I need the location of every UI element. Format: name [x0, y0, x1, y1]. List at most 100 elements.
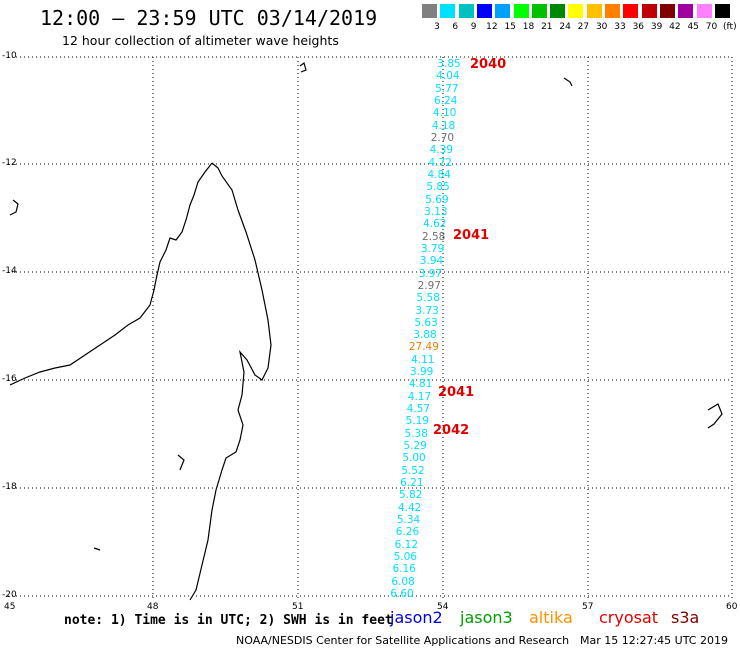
wave-height-value: 4.84 [427, 168, 451, 181]
footnote: note: 1) Time is in UTC; 2) SWH is in fe… [64, 613, 393, 628]
scale-swatch [714, 4, 730, 18]
lon-label-54: 54 [437, 602, 449, 612]
islands [93, 61, 723, 551]
scale-swatch [531, 4, 547, 18]
wave-height-value: 4.10 [432, 107, 457, 120]
lon-label-60: 60 [726, 602, 738, 612]
wave-height-value: 5.38 [404, 427, 428, 440]
wave-height-value: 4.42 [397, 501, 422, 514]
scale-label: 3 [434, 22, 440, 32]
wave-height-value: 4.17 [407, 390, 432, 403]
scale-label: 39 [650, 22, 663, 32]
wave-height-value: 5.19 [405, 415, 429, 428]
scale-swatch [422, 4, 437, 18]
page-title: 12:00 — 23:59 UTC 03/14/2019 [40, 6, 378, 30]
lat-lon-grid [8, 56, 733, 600]
lat-label-10: -10 [2, 51, 17, 61]
lon-label-45: 45 [4, 602, 16, 612]
wave-height-value: 27.49 [408, 341, 439, 354]
scale-swatch [586, 4, 602, 18]
wave-height-value: 5.58 [416, 292, 440, 305]
wave-height-value: 2.58 [421, 230, 446, 243]
coastline-madagascar [9, 162, 272, 601]
wave-height-value: 6.24 [434, 94, 458, 107]
wave-height-value: 6.08 [391, 575, 415, 588]
lon-label-48: 48 [147, 602, 159, 612]
wave-height-value: 6.16 [392, 563, 416, 576]
satellite-legend-jason3: jason3 [460, 608, 513, 627]
wave-height-value: 5.63 [414, 316, 438, 329]
scale-label: 30 [595, 22, 608, 32]
wave-height-value: 6.21 [400, 477, 424, 490]
scale-swatch [659, 4, 675, 18]
scale-swatch [476, 4, 492, 18]
wave-height-value: 5.77 [435, 82, 459, 95]
scale-swatch [678, 4, 694, 18]
satellite-legend-jason2: jason2 [390, 608, 443, 627]
pass-label: 2042 [433, 423, 470, 438]
wave-height-value: 4.11 [411, 353, 435, 366]
page-subtitle: 12 hour collection of altimeter wave hei… [62, 33, 339, 48]
pass-label: 2040 [470, 57, 507, 72]
scale-swatch [495, 4, 511, 18]
wave-height-value: 4.62 [423, 218, 447, 231]
wave-height-value: 5.29 [403, 440, 427, 453]
wave-height-value: 3.99 [409, 366, 434, 379]
scale-swatch [513, 4, 529, 18]
wave-height-value: 5.06 [393, 551, 417, 564]
credit-line: NOAA/NESDIS Center for Satellite Applica… [236, 634, 570, 647]
scale-swatch [641, 4, 657, 18]
wave-height-value: 5.82 [399, 489, 423, 502]
lat-label-20: -20 [2, 590, 17, 600]
scale-label: 18 [522, 22, 535, 32]
wave-height-value: 5.69 [425, 193, 449, 206]
wave-height-value: 5.52 [401, 464, 425, 477]
scale-label: 9 [470, 22, 477, 32]
scale-label: 27 [577, 22, 590, 32]
scale-label: 24 [559, 22, 571, 32]
scale-swatch [440, 4, 456, 18]
wave-height-value: 2.97 [417, 279, 441, 292]
lat-label-16: -16 [2, 374, 17, 384]
scale-label: 33 [614, 22, 626, 32]
scale-swatch [550, 4, 566, 18]
scale-label: 12 [486, 22, 498, 32]
wave-height-value: 4.57 [406, 403, 431, 416]
lat-label-18: -18 [2, 482, 17, 492]
wave-height-value: 5.85 [426, 181, 450, 194]
scale-unit: (ft) [723, 22, 737, 32]
wave-height-value: 6.12 [394, 538, 419, 551]
wave-height-value: 4.18 [431, 119, 456, 132]
scale-swatch [696, 4, 712, 18]
scale-label: 45 [687, 22, 699, 32]
wave-height-value: 3.73 [415, 304, 439, 317]
wave-height-value: 6.26 [395, 526, 420, 539]
lat-label-14: -14 [2, 266, 17, 276]
wave-height-value: 3.13 [424, 205, 448, 218]
wave-height-value: 4.39 [429, 144, 454, 157]
scale-label: 21 [541, 22, 553, 32]
pass-label: 2041 [453, 228, 490, 243]
scale-swatch [623, 4, 639, 18]
wave-height-value: 4.81 [408, 378, 433, 391]
wave-height-value: 3.94 [419, 255, 444, 268]
wave-height-value: 3.97 [418, 267, 443, 280]
satellite-legend-s3a: s3a [671, 608, 700, 627]
wave-height-value: 3.85 [437, 58, 461, 70]
wave-height-value: 5.00 [402, 452, 426, 465]
scale-label: 6 [452, 22, 459, 32]
scale-label: 36 [632, 22, 645, 32]
scale-label: 15 [504, 22, 516, 32]
scale-swatch [568, 4, 584, 18]
wave-height-value: 6.60 [390, 588, 414, 600]
wave-height-value: 4.72 [428, 156, 452, 169]
scale-swatch [605, 4, 620, 18]
wave-height-value: 3.79 [420, 242, 445, 255]
timestamp: Mar 15 12:27:45 UTC 2019 [580, 634, 728, 647]
wave-height-value: 3.88 [413, 329, 437, 342]
lat-label-12: -12 [2, 158, 17, 168]
satellite-legend-altika: altika [529, 608, 573, 627]
scale-label: 70 [705, 22, 718, 32]
wave-height-value: 5.34 [396, 514, 421, 527]
